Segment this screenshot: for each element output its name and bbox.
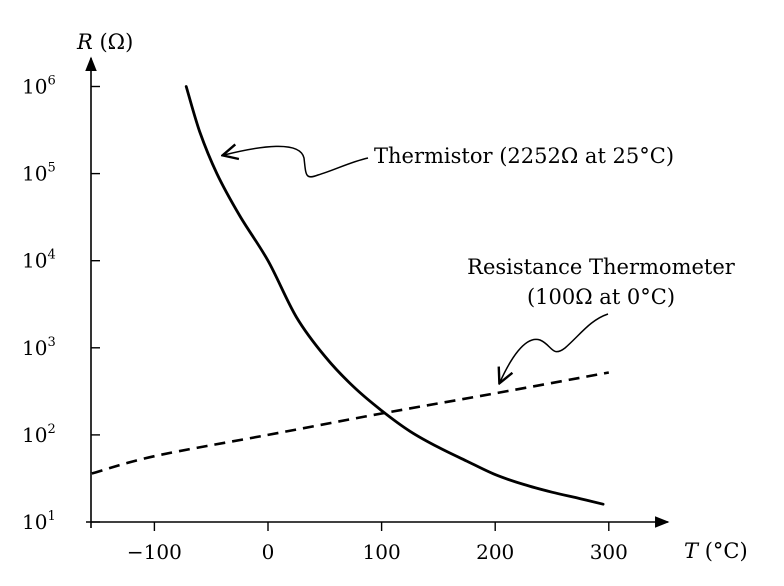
thermistor-annotation: Thermistor (2252Ω at 25°C) <box>224 144 674 178</box>
x-tick-label: −100 <box>127 540 182 564</box>
y-tick-label: 103 <box>22 335 56 360</box>
rtd-callout-arrow <box>500 313 609 382</box>
thermistor-curve <box>184 85 605 506</box>
x-axis-label: T (°C) <box>684 539 748 563</box>
x-tick-label: 300 <box>590 540 628 564</box>
x-tick-label: 100 <box>363 540 401 564</box>
thermistor-callout-arrow <box>224 146 369 178</box>
rtd-curve <box>91 371 610 475</box>
y-axis-label: R (Ω) <box>76 30 133 54</box>
y-tick-label: 106 <box>22 74 56 99</box>
y-tick-label: 101 <box>22 509 56 534</box>
y-tick-label: 104 <box>22 248 56 273</box>
rtd-label-line1: Resistance Thermometer <box>467 255 736 279</box>
series-layer <box>91 85 610 506</box>
rtd-label-line2: (100Ω at 0°C) <box>527 285 675 309</box>
y-tick-label: 102 <box>22 422 56 447</box>
y-ticks: 101 102 103 104 105 106 <box>22 74 100 534</box>
thermistor-label: Thermistor (2252Ω at 25°C) <box>374 144 674 168</box>
y-tick-label: 105 <box>22 161 56 186</box>
rtd-annotation: Resistance Thermometer (100Ω at 0°C) <box>467 255 736 382</box>
x-tick-label: 0 <box>262 540 275 564</box>
x-tick-label: 200 <box>476 540 514 564</box>
x-ticks: −100 0 100 200 300 <box>127 522 628 564</box>
